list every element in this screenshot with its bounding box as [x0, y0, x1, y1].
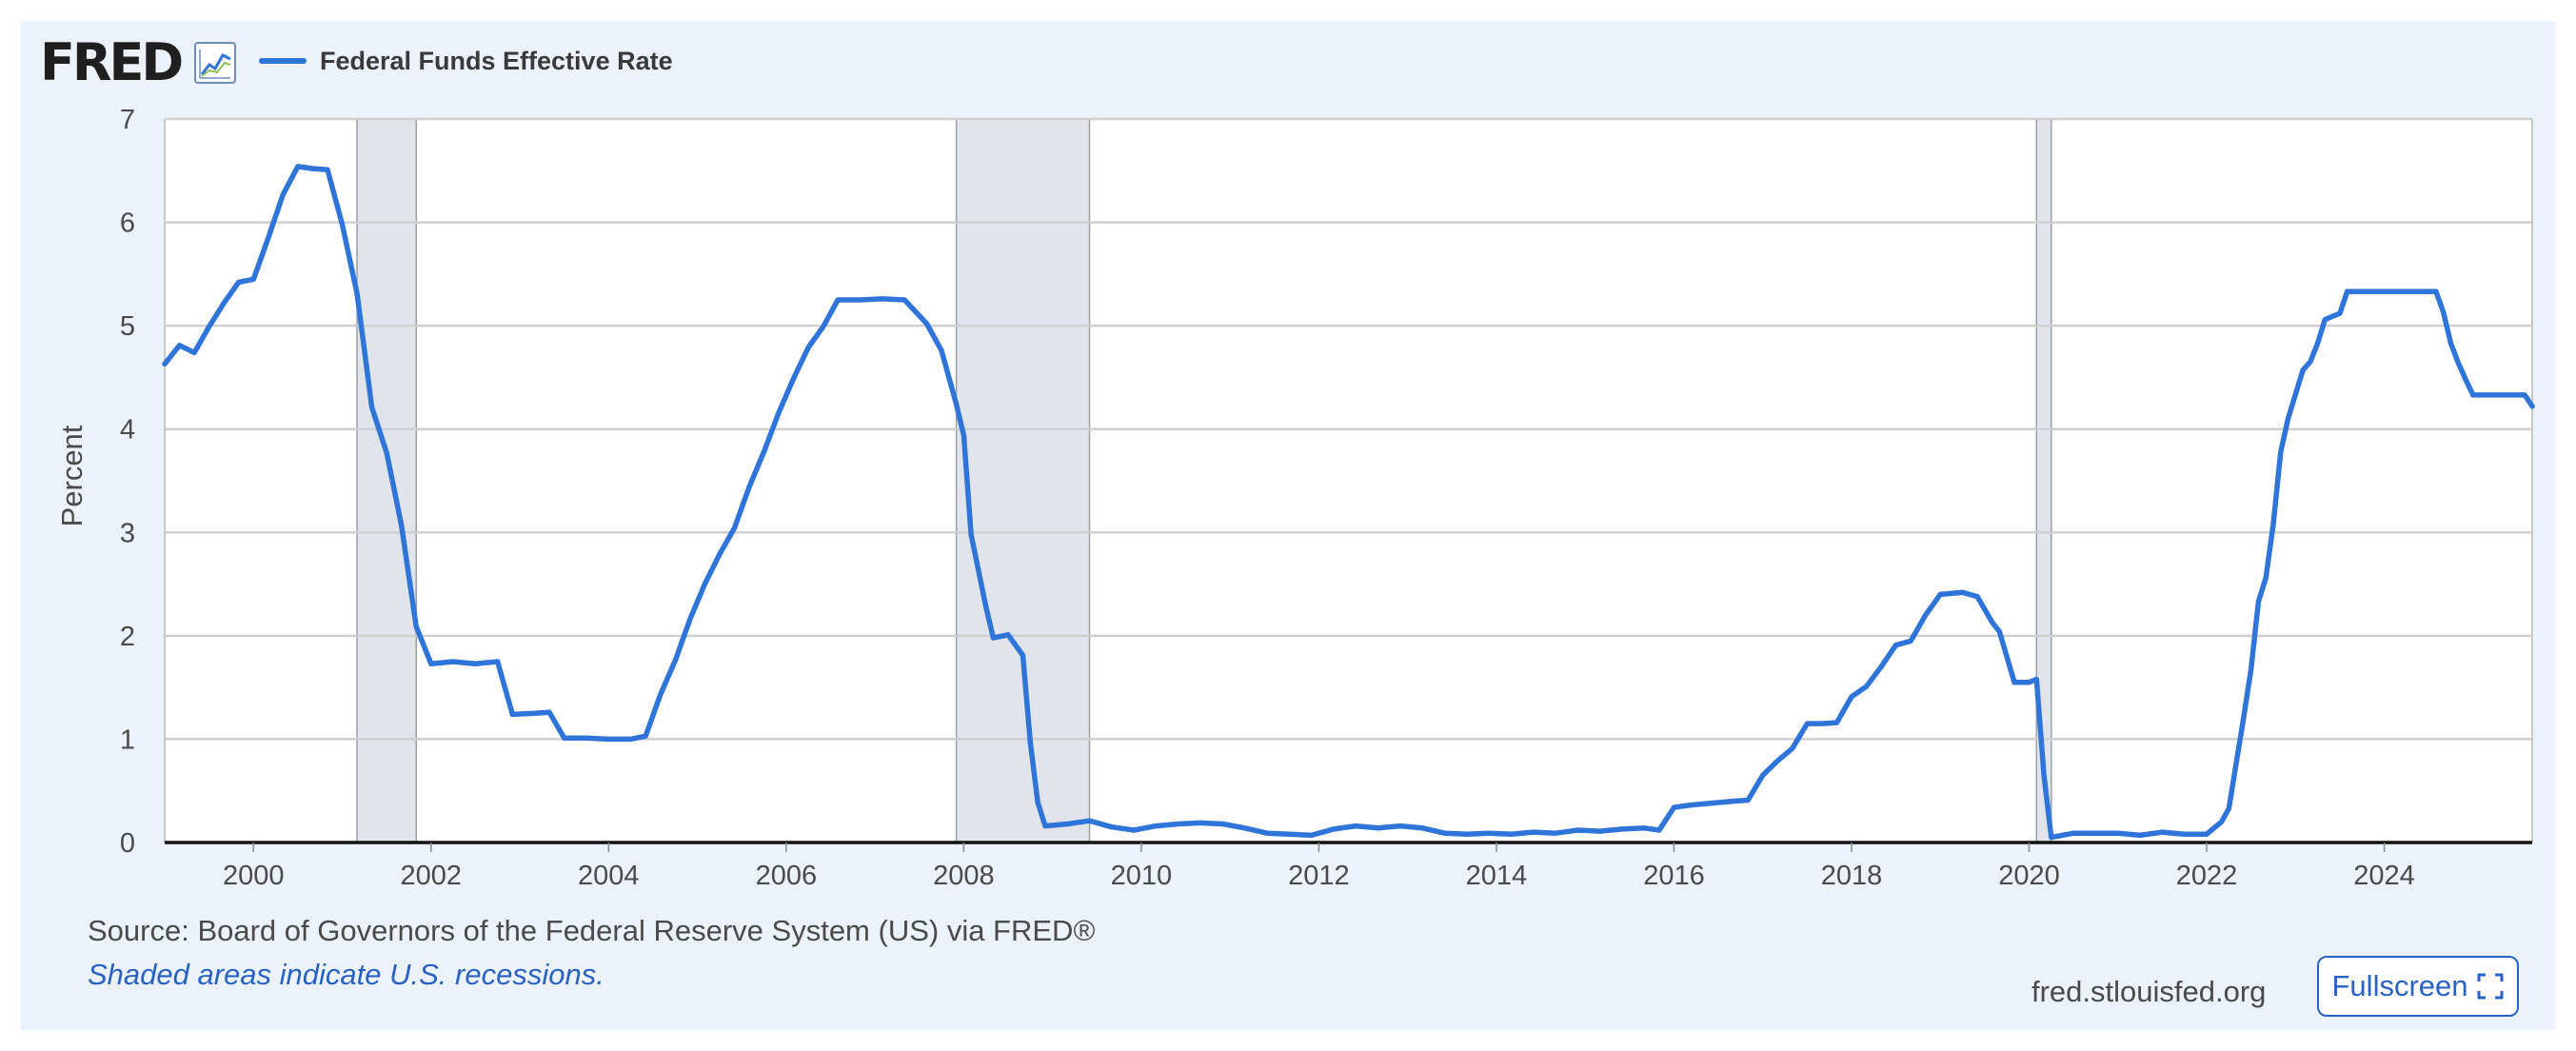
- x-tick-label-2004: 2004: [578, 861, 640, 891]
- y-axis-label: Percent: [55, 425, 89, 526]
- y-tick-labels: 0 1 2 3 4 5 6 7: [120, 105, 135, 859]
- x-tick-label-2014: 2014: [1466, 861, 1528, 891]
- y-tick-label-5: 5: [120, 311, 135, 342]
- recession-band-0: [357, 119, 417, 843]
- series-line-federal-funds-rate: [162, 164, 2535, 841]
- legend-swatch: [259, 58, 307, 64]
- axes: [164, 119, 2533, 844]
- recession-band-2: [2036, 119, 2051, 843]
- x-tick-label-2016: 2016: [1643, 861, 1705, 891]
- x-tick-label-2012: 2012: [1288, 861, 1350, 891]
- x-tick-labels: 2000 2002 2004 2006 2008 2010 2012 2014 2016 2018…: [223, 843, 2415, 891]
- x-tick-label-2008: 2008: [933, 861, 995, 891]
- x-tick-label-2024: 2024: [2353, 861, 2415, 891]
- expand-icon: [2477, 973, 2503, 1000]
- legend: Federal Funds Effective Rate: [259, 42, 673, 80]
- logo-text: FRED: [40, 32, 184, 92]
- recession-band-1: [956, 119, 1090, 843]
- grid-lines: [165, 117, 2532, 741]
- x-tick-label-2002: 2002: [401, 861, 463, 891]
- y-tick-label-3: 3: [120, 518, 135, 548]
- source-text: Source: Board of Governors of the Federa…: [88, 914, 1096, 947]
- y-tick-label-1: 1: [120, 724, 135, 755]
- y-tick-label-4: 4: [120, 415, 135, 446]
- line-chart-icon: [194, 42, 237, 84]
- y-tick-label-6: 6: [120, 208, 135, 239]
- x-tick-label-2022: 2022: [2176, 861, 2238, 891]
- site-link[interactable]: fred.stlouisfed.org: [2031, 975, 2267, 1008]
- fullscreen-button[interactable]: Fullscreen: [2317, 956, 2519, 1017]
- y-tick-label-7: 7: [120, 105, 135, 135]
- x-tick-label-2018: 2018: [1821, 861, 1883, 891]
- y-tick-label-0: 0: [120, 828, 135, 859]
- plot-area: [165, 119, 2532, 843]
- fred-logo[interactable]: FRED: [40, 32, 237, 92]
- x-tick-label-2010: 2010: [1111, 861, 1173, 891]
- recession-note: Shaded areas indicate U.S. recessions.: [88, 958, 604, 991]
- x-tick-label-2006: 2006: [756, 861, 818, 891]
- recession-bands: [165, 119, 2532, 843]
- fullscreen-label: Fullscreen: [2331, 969, 2468, 1002]
- legend-label: Federal Funds Effective Rate: [320, 46, 673, 75]
- x-tick-label-2000: 2000: [223, 861, 285, 891]
- y-tick-label-2: 2: [120, 622, 135, 652]
- x-tick-label-2020: 2020: [1998, 861, 2060, 891]
